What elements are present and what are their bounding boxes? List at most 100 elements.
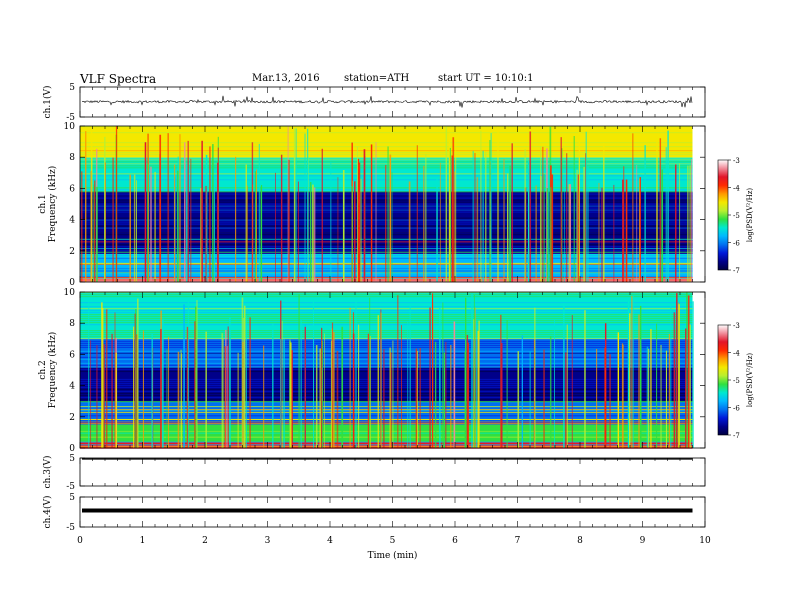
- ch1-spectrogram-sferic: [598, 182, 600, 282]
- ch2-spectrogram-sferic: [183, 304, 185, 448]
- ch1-spectrogram-sferic: [307, 156, 309, 282]
- ch1-spectrogram-colorbar-tick-label: -3: [733, 157, 740, 165]
- ch2-spectrogram-sferic: [90, 340, 92, 448]
- ch2-spectrogram-sferic: [474, 307, 476, 448]
- ch2-spectrogram-texture-row: [80, 296, 693, 298]
- ch2-spectrogram-sferic: [627, 298, 630, 448]
- ch1-spectrogram-texture-row: [80, 142, 693, 144]
- ch1-spectrogram-sferic: [144, 142, 147, 282]
- ch1-spectrogram-sferic: [439, 162, 441, 282]
- ch2-spectrogram-texture-row: [80, 390, 693, 393]
- ch2-spectrogram-sferic: [195, 306, 197, 448]
- ch2-spectrogram-texture-row: [80, 338, 693, 340]
- ch2-spectrogram-colorbar-label: log(PSD(V²/Hz): [746, 353, 754, 408]
- ch2-spectrogram-sferic: [656, 323, 658, 448]
- ch1-spectrogram-sferic: [173, 164, 176, 282]
- ch2-spectrogram-texture-row: [80, 428, 693, 430]
- ch1-waveform-ytick-label: -5: [66, 113, 75, 123]
- ch2-spectrogram-texture-row: [80, 304, 693, 306]
- ch2-spectrogram-sferic: [632, 295, 634, 448]
- ch3-waveform-ytick-label: -5: [66, 482, 75, 492]
- ch1-spectrogram-sferic: [416, 145, 418, 282]
- ch2-spectrogram-texture-row: [80, 360, 693, 362]
- ch2-spectrogram-sferic: [432, 293, 434, 448]
- ch2-spectrogram-sferic: [315, 345, 318, 448]
- ch2-spectrogram-ytick-label: 6: [69, 350, 75, 360]
- ch2-spectrogram-sferic: [453, 321, 456, 448]
- ch2-spectrogram-texture-row: [80, 378, 693, 381]
- ch1-spectrogram-sferic: [665, 147, 667, 282]
- ch1-spectrogram-sferic: [251, 142, 254, 282]
- ch2-spectrogram-texture-row: [80, 430, 693, 432]
- ch1-spectrogram-sferic: [490, 133, 492, 282]
- ch2-spectrogram-sferic: [304, 326, 306, 448]
- ch1-spectrogram-sferic: [661, 169, 664, 282]
- ch2-spectrogram-texture-row: [80, 342, 693, 344]
- ch2-spectrogram-texture-row: [80, 411, 693, 413]
- ch2-spectrogram-sferic: [313, 298, 315, 448]
- ch2-spectrogram-sferic: [186, 326, 189, 448]
- ch2-spectrogram-ytick-label: 0: [69, 444, 75, 454]
- ch1-spectrogram-sferic: [245, 164, 247, 282]
- ch2-spectrogram-texture-row: [80, 320, 693, 322]
- ch2-spectrogram-texture-row: [80, 394, 693, 397]
- ch2-spectrogram-sferic: [506, 320, 508, 448]
- ch1-spectrogram-sferic: [209, 146, 211, 282]
- ch2-spectrogram-sferic: [96, 345, 98, 448]
- ch1-spectrogram-sferic: [304, 133, 306, 282]
- ch2-spectrogram-texture-row: [80, 324, 693, 326]
- ch1-spectrogram-sferic: [474, 152, 476, 282]
- ch2-spectrogram-sferic: [390, 352, 392, 448]
- ch1-spectrogram-sferic: [576, 169, 578, 282]
- ch2-spectrogram-narrowband: [80, 409, 693, 411]
- ch1-spectrogram-sferic: [636, 165, 638, 282]
- ch1-spectrogram-sferic: [613, 184, 615, 282]
- ch2-spectrogram-sferic: [639, 305, 642, 448]
- ch2-spectrogram-sferic: [227, 326, 229, 448]
- ch2-spectrogram-sferic: [478, 320, 480, 448]
- ch2-spectrogram-sferic: [224, 346, 227, 448]
- ch2-spectrogram-texture-row: [80, 292, 693, 294]
- ch1-spectrogram-sferic: [659, 138, 662, 282]
- ch2-spectrogram-texture-row: [80, 403, 693, 405]
- ch1-spectrogram-sferic: [691, 159, 692, 282]
- ch2-spectrogram-sferic: [333, 332, 335, 448]
- ch1-spectrogram-sferic: [385, 164, 387, 282]
- ch1-spectrogram-sferic: [603, 143, 605, 282]
- ch2-spectrogram-sferic: [229, 316, 231, 448]
- ch2-spectrogram-texture-row: [80, 407, 693, 409]
- ch1-spectrogram-texture-row: [80, 152, 693, 154]
- ch1-spectrogram-sferic: [200, 188, 202, 282]
- ch2-spectrogram-colorbar-tick-label: -4: [733, 350, 740, 358]
- ch3-waveform-ytick-label: 5: [69, 454, 75, 464]
- time-axis-tick-label: 3: [265, 536, 271, 546]
- ch1-spectrogram-sferic: [360, 178, 362, 282]
- ch2-spectrogram-ytick-label: 8: [69, 319, 75, 329]
- ch2-spectrogram-texture-row: [80, 312, 693, 314]
- ch2-spectrogram-sferic: [409, 303, 411, 448]
- ch1-spectrogram-sferic: [115, 126, 118, 282]
- ch1-spectrogram-ytick-label: 10: [64, 122, 76, 132]
- ch2-spectrogram-sferic: [685, 328, 687, 448]
- ch1-spectrogram-sferic: [550, 187, 552, 282]
- ch1-spectrogram-sferic: [455, 136, 457, 282]
- ch1-spectrogram-sferic: [212, 144, 214, 282]
- ch2-spectrogram-sferic: [166, 349, 168, 448]
- ch2-spectrogram-sferic: [609, 354, 611, 448]
- ch2-spectrogram-texture-row: [80, 306, 693, 308]
- ch2-spectrogram-sferic: [249, 317, 251, 448]
- ch1-spectrogram-texture-row: [80, 132, 693, 134]
- ch1-spectrogram-sferic: [90, 170, 92, 282]
- ch1-spectrogram-sferic: [293, 128, 296, 282]
- ch1-spectrogram-sferic: [568, 184, 570, 282]
- ch1-spectrogram-sferic: [639, 177, 641, 282]
- ch2-spectrogram-sferic: [349, 307, 351, 448]
- ch1-spectrogram-sferic: [445, 126, 448, 283]
- ch1-spectrogram-sferic: [375, 142, 377, 282]
- ch1-spectrogram-sferic: [247, 185, 248, 282]
- ch1-spectrogram-sferic: [352, 180, 354, 282]
- ch1-spectrogram-sferic: [96, 186, 98, 282]
- ch1-spectrogram-sferic: [451, 155, 453, 282]
- ch1-spectrogram-sferic: [187, 140, 189, 282]
- ch2-spectrogram-texture-row: [80, 368, 693, 371]
